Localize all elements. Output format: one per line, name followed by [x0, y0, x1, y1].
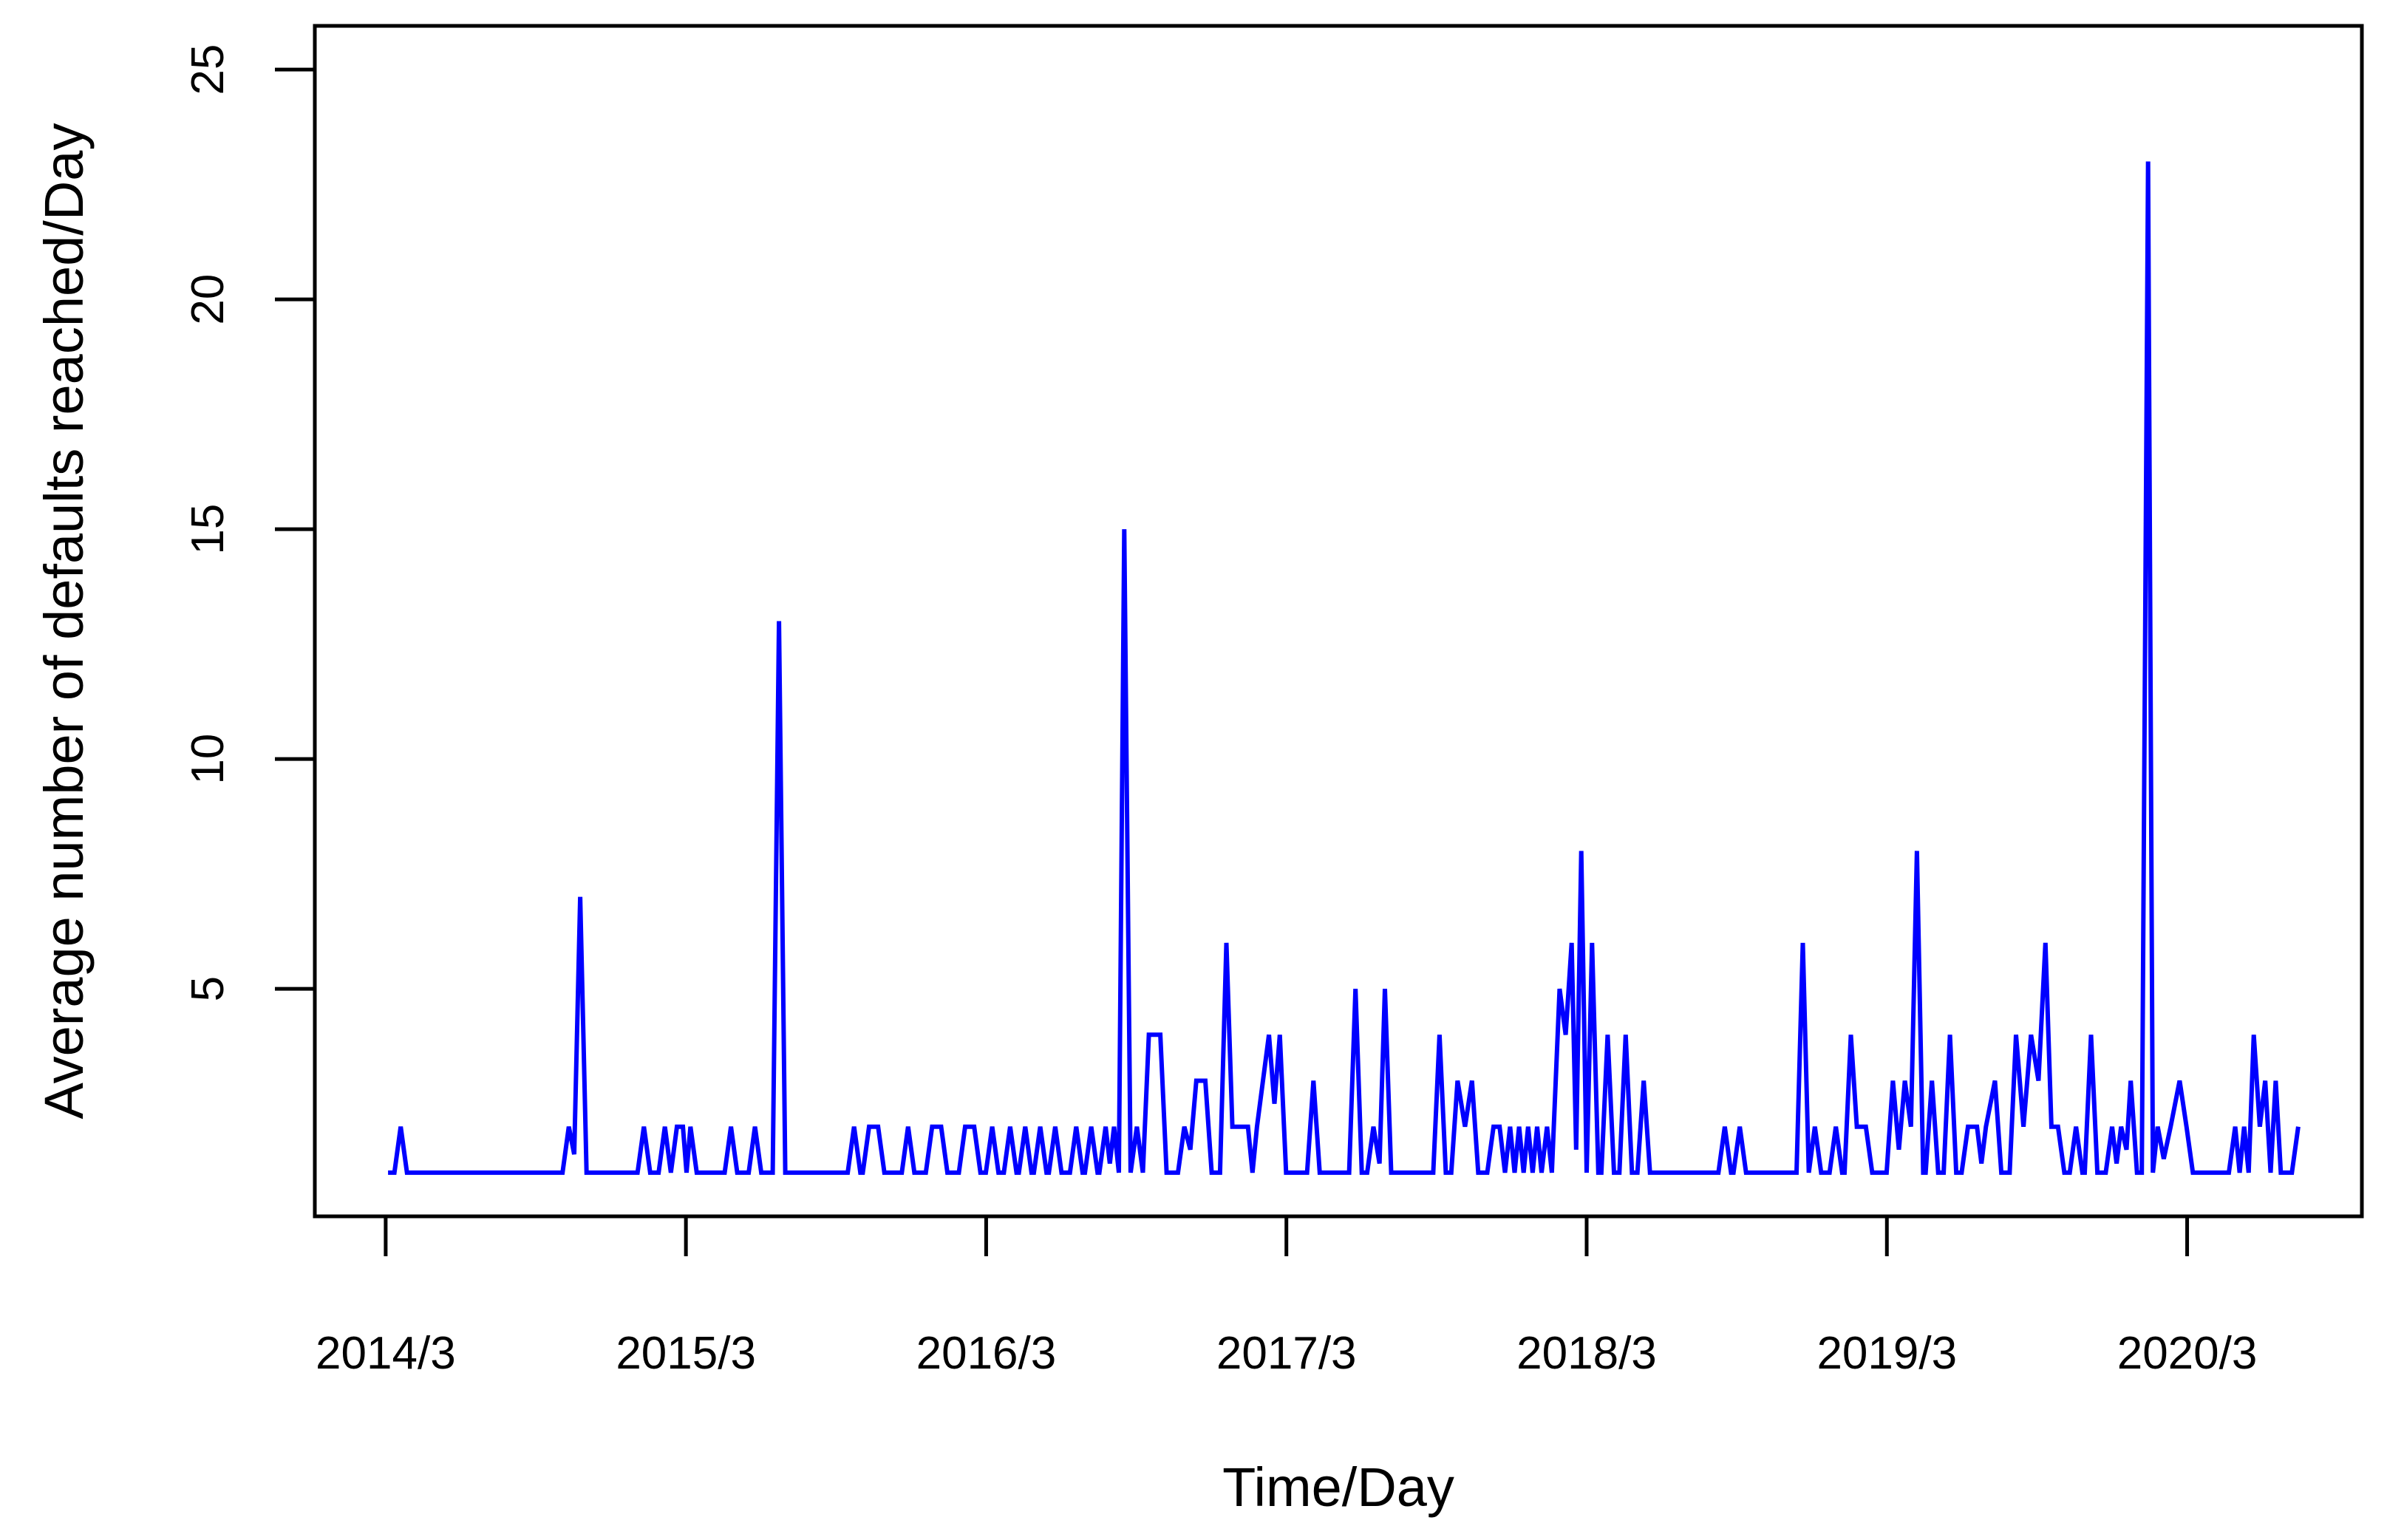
- x-tick-label-1: 2015/3: [616, 1328, 756, 1379]
- y-tick-label-3: 20: [183, 274, 234, 325]
- x-tick-label-3: 2017/3: [1216, 1328, 1357, 1379]
- series-line-0: [388, 161, 2301, 1175]
- y-axis-title: Average number of defaults reached/Day: [33, 123, 95, 1120]
- y-tick-label-2: 15: [183, 504, 234, 555]
- x-tick-label-4: 2018/3: [1516, 1328, 1657, 1379]
- x-tick-label-6: 2020/3: [2117, 1328, 2258, 1379]
- y-tick-label-1: 10: [183, 734, 234, 785]
- x-axis-title: Time/Day: [1222, 1456, 1454, 1518]
- plot-box: [313, 24, 2364, 1219]
- y-tick-label-4: 25: [183, 44, 234, 95]
- y-tick-label-0: 5: [183, 976, 234, 1001]
- x-tick-label-2: 2016/3: [916, 1328, 1057, 1379]
- x-tick-label-0: 2014/3: [316, 1328, 456, 1379]
- x-tick-label-5: 2019/3: [1816, 1328, 1957, 1379]
